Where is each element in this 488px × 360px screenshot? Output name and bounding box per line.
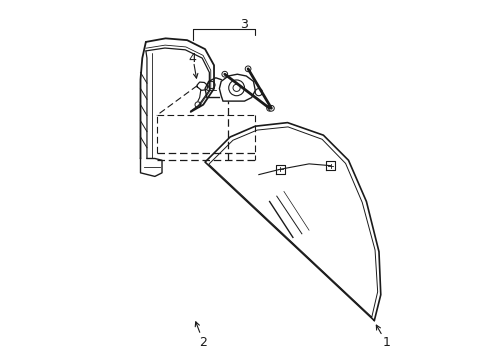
Circle shape xyxy=(222,71,227,77)
Text: 1: 1 xyxy=(382,336,389,348)
Text: 3: 3 xyxy=(240,18,248,31)
Circle shape xyxy=(255,89,262,96)
Circle shape xyxy=(266,105,272,111)
Circle shape xyxy=(268,105,274,111)
Text: 4: 4 xyxy=(188,51,196,64)
Text: 2: 2 xyxy=(199,336,207,348)
Circle shape xyxy=(244,66,250,72)
